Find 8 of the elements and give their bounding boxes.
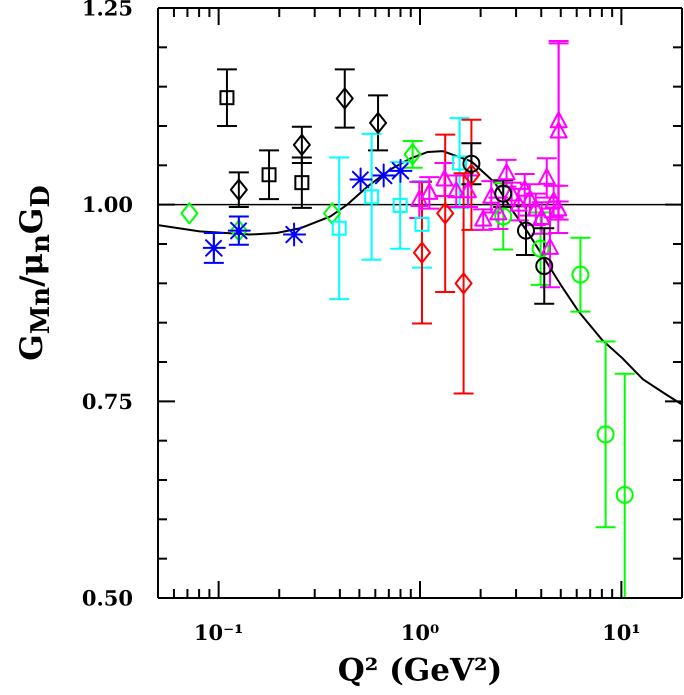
x-tick-label: 10⁻¹: [194, 620, 244, 645]
x-axis-title: Q² (GeV²): [338, 652, 502, 688]
x-tick-label: 10⁰: [400, 620, 440, 645]
y-tick-label: 0.75: [82, 388, 133, 414]
y-tick-label: 0.50: [82, 586, 133, 611]
y-tick-label: 1.00: [82, 192, 133, 218]
y-tick-label: 1.25: [82, 0, 133, 21]
x-tick-label: 10¹: [602, 620, 641, 645]
